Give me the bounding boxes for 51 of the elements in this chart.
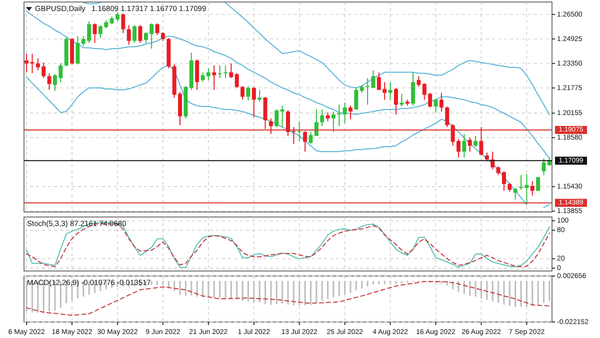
candlestick xyxy=(536,176,540,192)
candlestick xyxy=(342,102,347,124)
candlestick xyxy=(366,78,370,106)
candlestick xyxy=(132,24,137,44)
candlestick xyxy=(320,108,324,127)
candlestick xyxy=(138,24,142,44)
candlestick xyxy=(252,86,256,118)
line-series xyxy=(26,280,550,316)
candlestick xyxy=(303,130,308,152)
candlestick xyxy=(462,133,466,158)
candlestick xyxy=(240,86,245,100)
candlestick xyxy=(530,180,534,196)
candlestick xyxy=(388,82,392,100)
candlestick xyxy=(337,104,342,127)
candlestick xyxy=(246,86,250,102)
candlestick xyxy=(434,98,438,113)
candlestick xyxy=(218,64,222,79)
candlestick xyxy=(92,22,97,44)
candlestick xyxy=(234,72,239,88)
candlestick xyxy=(314,108,318,136)
candlestick xyxy=(308,132,313,144)
candlestick xyxy=(258,89,262,102)
candlestick xyxy=(155,22,160,36)
candlestick xyxy=(445,106,450,128)
candlestick xyxy=(121,13,126,34)
candlestick xyxy=(439,92,444,112)
candlestick xyxy=(371,70,376,88)
candlestick xyxy=(47,72,52,90)
candlestick xyxy=(195,59,200,90)
candlestick xyxy=(30,53,34,74)
candlestick xyxy=(394,87,398,115)
candlestick xyxy=(229,62,234,79)
candlestick xyxy=(126,24,131,46)
candlestick xyxy=(468,137,472,152)
candlestick xyxy=(411,72,416,106)
candlestick xyxy=(206,68,210,81)
candlestick xyxy=(280,105,284,128)
candlestick xyxy=(513,187,518,200)
candlestick xyxy=(24,53,29,73)
candlestick xyxy=(268,118,273,134)
candlestick xyxy=(76,36,80,65)
candlestick xyxy=(274,108,279,128)
candlestick xyxy=(400,93,404,108)
candlestick xyxy=(348,105,353,120)
candlestick xyxy=(354,87,358,110)
candlestick xyxy=(331,111,336,133)
candlestick xyxy=(474,135,478,148)
candlestick xyxy=(416,76,421,88)
candlestick xyxy=(212,64,216,90)
candlestick xyxy=(263,96,268,130)
candlestick xyxy=(297,120,302,142)
